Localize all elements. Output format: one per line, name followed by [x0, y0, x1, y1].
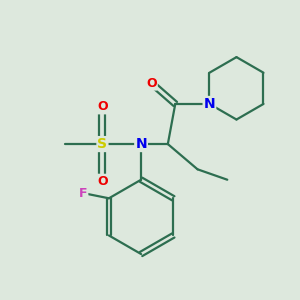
Text: N: N — [204, 97, 215, 111]
Text: O: O — [97, 175, 108, 188]
Text: O: O — [97, 100, 108, 113]
Text: S: S — [98, 137, 107, 151]
Text: O: O — [146, 76, 157, 90]
Text: F: F — [79, 187, 87, 200]
Text: N: N — [135, 137, 147, 151]
